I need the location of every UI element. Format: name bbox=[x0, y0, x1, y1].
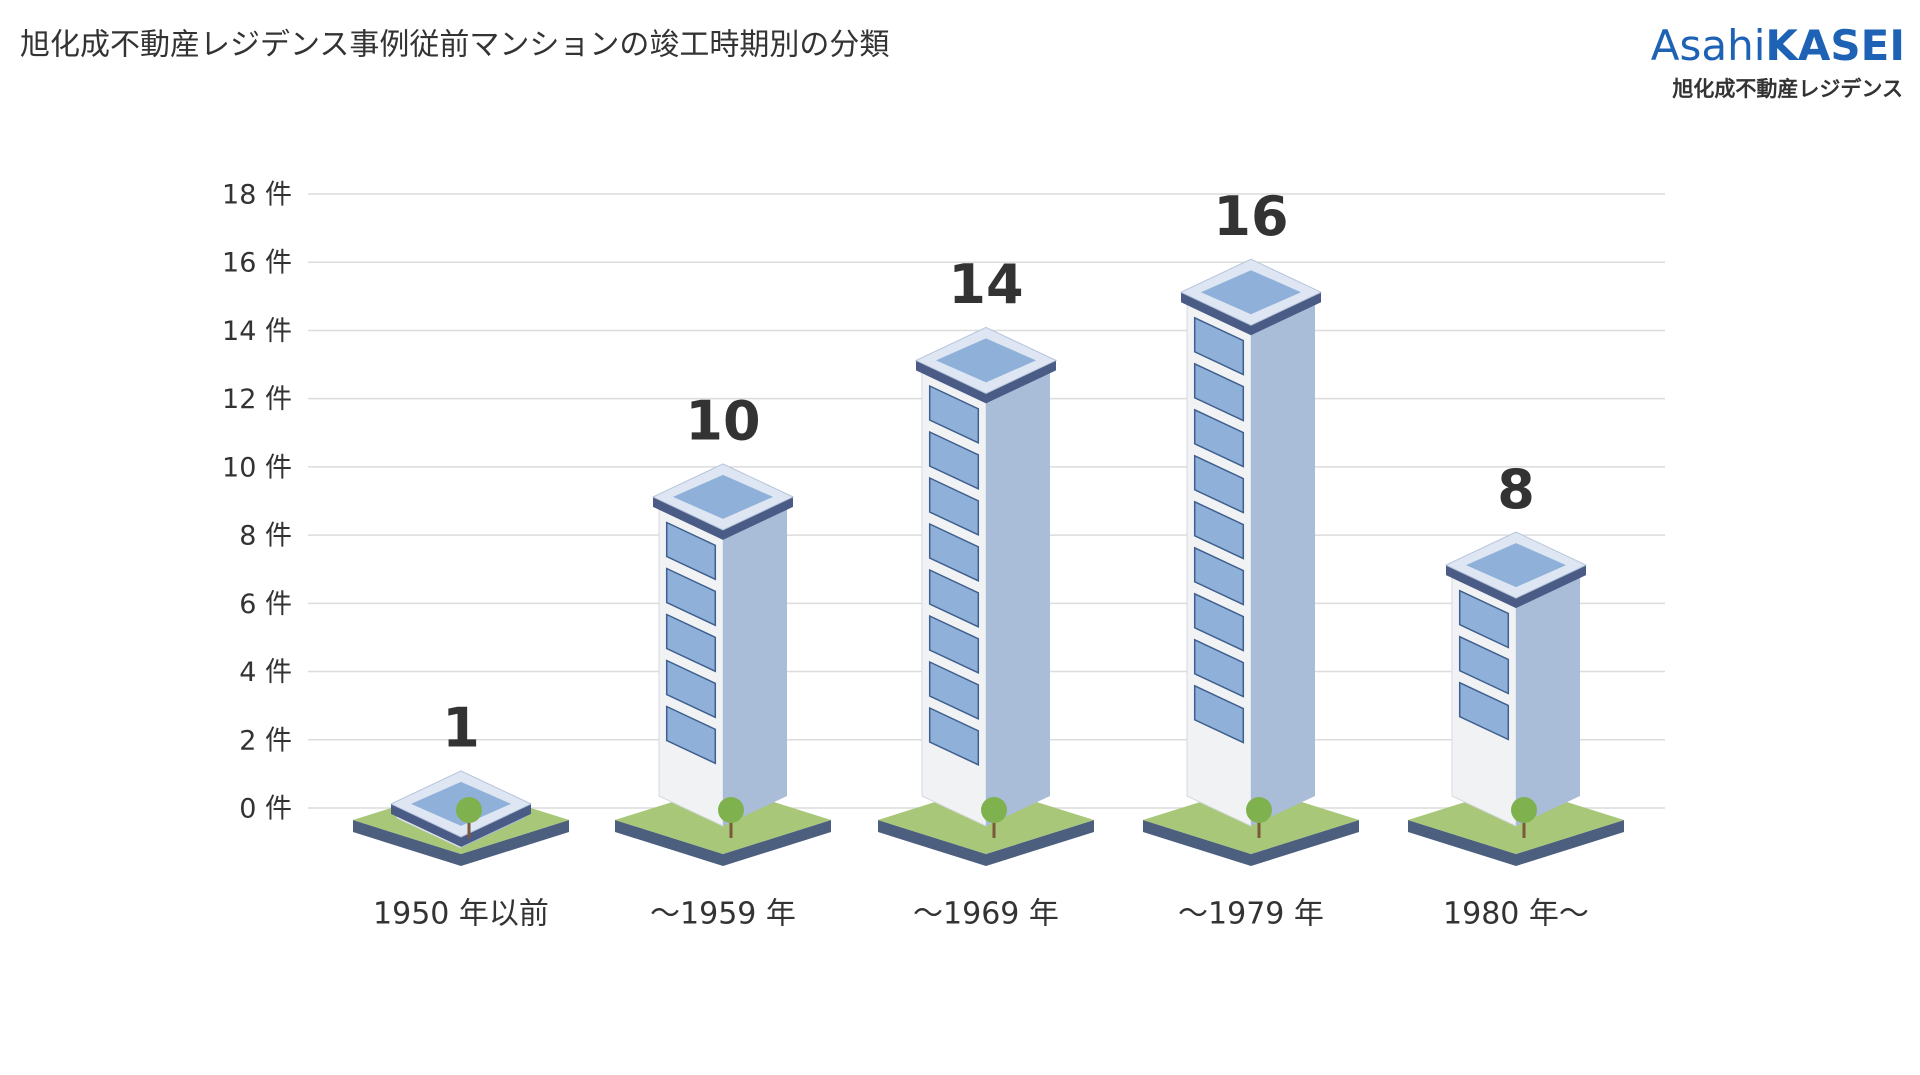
value-label: 16 bbox=[1213, 185, 1288, 248]
window bbox=[928, 384, 980, 444]
building-side bbox=[1251, 292, 1315, 826]
value-label: 8 bbox=[1497, 458, 1535, 521]
window bbox=[665, 521, 717, 581]
tree bbox=[1246, 797, 1272, 823]
tree bbox=[718, 797, 744, 823]
window bbox=[1193, 638, 1245, 698]
value-label: 1 bbox=[442, 697, 480, 760]
window bbox=[665, 659, 717, 719]
base-side bbox=[878, 820, 1094, 866]
y-tick-label: 6 件 bbox=[239, 589, 292, 620]
y-tick-label: 2 件 bbox=[239, 725, 292, 756]
value-label: 10 bbox=[685, 390, 760, 453]
window bbox=[928, 476, 980, 536]
y-tick-label: 18 件 bbox=[222, 180, 292, 211]
y-tick-label: 0 件 bbox=[239, 794, 292, 825]
window bbox=[1193, 454, 1245, 514]
tree bbox=[1511, 797, 1537, 823]
building-side bbox=[986, 360, 1050, 826]
window bbox=[928, 614, 980, 674]
window bbox=[928, 706, 980, 766]
y-tick-label: 14 件 bbox=[222, 316, 292, 347]
y-tick-label: 4 件 bbox=[239, 657, 292, 688]
window bbox=[665, 567, 717, 627]
window bbox=[1458, 589, 1510, 649]
logo-brand-bold: KASEI bbox=[1765, 21, 1905, 70]
y-tick-label: 10 件 bbox=[222, 452, 292, 483]
window bbox=[1458, 635, 1510, 695]
y-tick-label: 16 件 bbox=[222, 248, 292, 279]
x-tick-label: ～1959 年 bbox=[650, 897, 796, 932]
window bbox=[1193, 500, 1245, 560]
window bbox=[928, 522, 980, 582]
window bbox=[665, 705, 717, 765]
roof-band bbox=[653, 496, 793, 540]
base-side bbox=[353, 820, 569, 866]
x-tick-label: 1950 年以前 bbox=[373, 897, 549, 932]
window bbox=[928, 568, 980, 628]
roof-band bbox=[391, 803, 531, 847]
window bbox=[1193, 316, 1245, 376]
window bbox=[665, 613, 717, 673]
logo-company: 旭化成不動産レジデンス bbox=[1671, 77, 1903, 101]
window bbox=[1193, 408, 1245, 468]
building-side bbox=[1516, 565, 1580, 826]
roof-inner bbox=[936, 338, 1036, 383]
x-tick-label: ～1969 年 bbox=[913, 897, 1059, 932]
chart-title: 旭化成不動産レジデンス事例従前マンションの竣工時期別の分類 bbox=[20, 28, 889, 63]
logo-brand: AsahiKASEI bbox=[1651, 21, 1905, 70]
base-side bbox=[1408, 820, 1624, 866]
window bbox=[1193, 546, 1245, 606]
roof-inner bbox=[673, 474, 773, 519]
roof-band bbox=[916, 360, 1056, 404]
logo-brand-light: Asahi bbox=[1651, 21, 1766, 70]
window bbox=[1458, 681, 1510, 741]
roof-inner bbox=[1466, 543, 1566, 588]
window bbox=[928, 660, 980, 720]
roof-inner bbox=[1201, 270, 1301, 315]
y-tick-label: 12 件 bbox=[222, 384, 292, 415]
window bbox=[1193, 684, 1245, 744]
y-tick-label: 8 件 bbox=[239, 521, 292, 552]
window bbox=[1193, 362, 1245, 422]
window bbox=[928, 430, 980, 490]
base-side bbox=[1143, 820, 1359, 866]
x-tick-label: 1980 年～ bbox=[1443, 897, 1589, 932]
x-tick-label: ～1979 年 bbox=[1178, 897, 1324, 932]
tree bbox=[981, 797, 1007, 823]
tree bbox=[456, 797, 482, 823]
base-side bbox=[615, 820, 831, 866]
building-side bbox=[723, 496, 787, 826]
value-label: 14 bbox=[948, 253, 1023, 316]
roof-band bbox=[1446, 565, 1586, 609]
roof-band bbox=[1181, 292, 1321, 336]
window bbox=[1193, 592, 1245, 652]
